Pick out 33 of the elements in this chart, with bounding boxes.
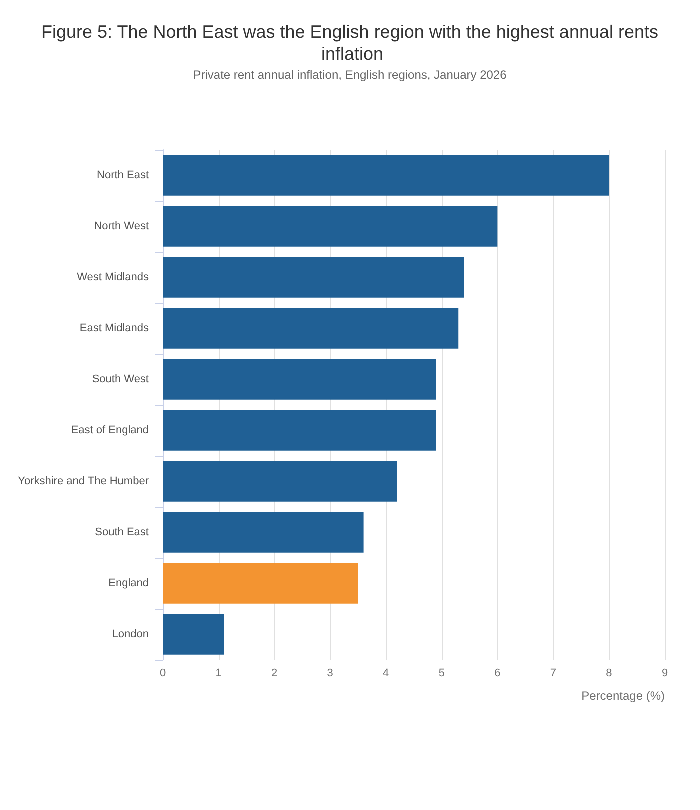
y-tick-label: East of England <box>71 424 149 436</box>
x-tick-label: 2 <box>271 668 278 680</box>
y-tick-label: North West <box>94 220 149 232</box>
bar <box>163 614 224 655</box>
bar <box>163 206 498 247</box>
chart-title: Figure 5: The North East was the English region with the highest annual rents inflation <box>41 22 659 64</box>
x-tick-label: 1 <box>216 668 222 680</box>
x-tick-label: 5 <box>438 668 445 680</box>
y-tick-label: North East <box>97 170 149 182</box>
chart-subtitle: Private rent annual inflation, English regions, January 2026 <box>193 68 508 82</box>
y-tick-label: West Midlands <box>77 272 150 284</box>
bar <box>163 461 398 502</box>
x-tick-label: 9 <box>662 668 668 680</box>
y-tick-label: London <box>112 628 149 640</box>
bar <box>163 257 464 298</box>
y-tick-label: South East <box>95 526 149 538</box>
bar <box>163 155 610 196</box>
bar <box>163 308 459 349</box>
x-tick-label: 6 <box>494 668 501 680</box>
x-tick-label: 4 <box>383 668 390 680</box>
y-tick-label: Yorkshire and The Humber <box>18 476 150 488</box>
bar <box>163 359 436 400</box>
x-tick-label: 3 <box>327 668 334 680</box>
y-tick-label: South West <box>92 374 149 386</box>
x-tick-label: 0 <box>160 668 166 680</box>
x-tick-label: 8 <box>606 668 612 680</box>
bar <box>163 512 364 553</box>
x-tick-label: 7 <box>550 668 557 680</box>
y-tick-label: England <box>108 578 149 590</box>
bar <box>163 410 436 451</box>
bar <box>163 563 358 604</box>
x-axis-title: Percentage (%) <box>582 689 665 703</box>
y-tick-label: East Midlands <box>80 322 150 334</box>
